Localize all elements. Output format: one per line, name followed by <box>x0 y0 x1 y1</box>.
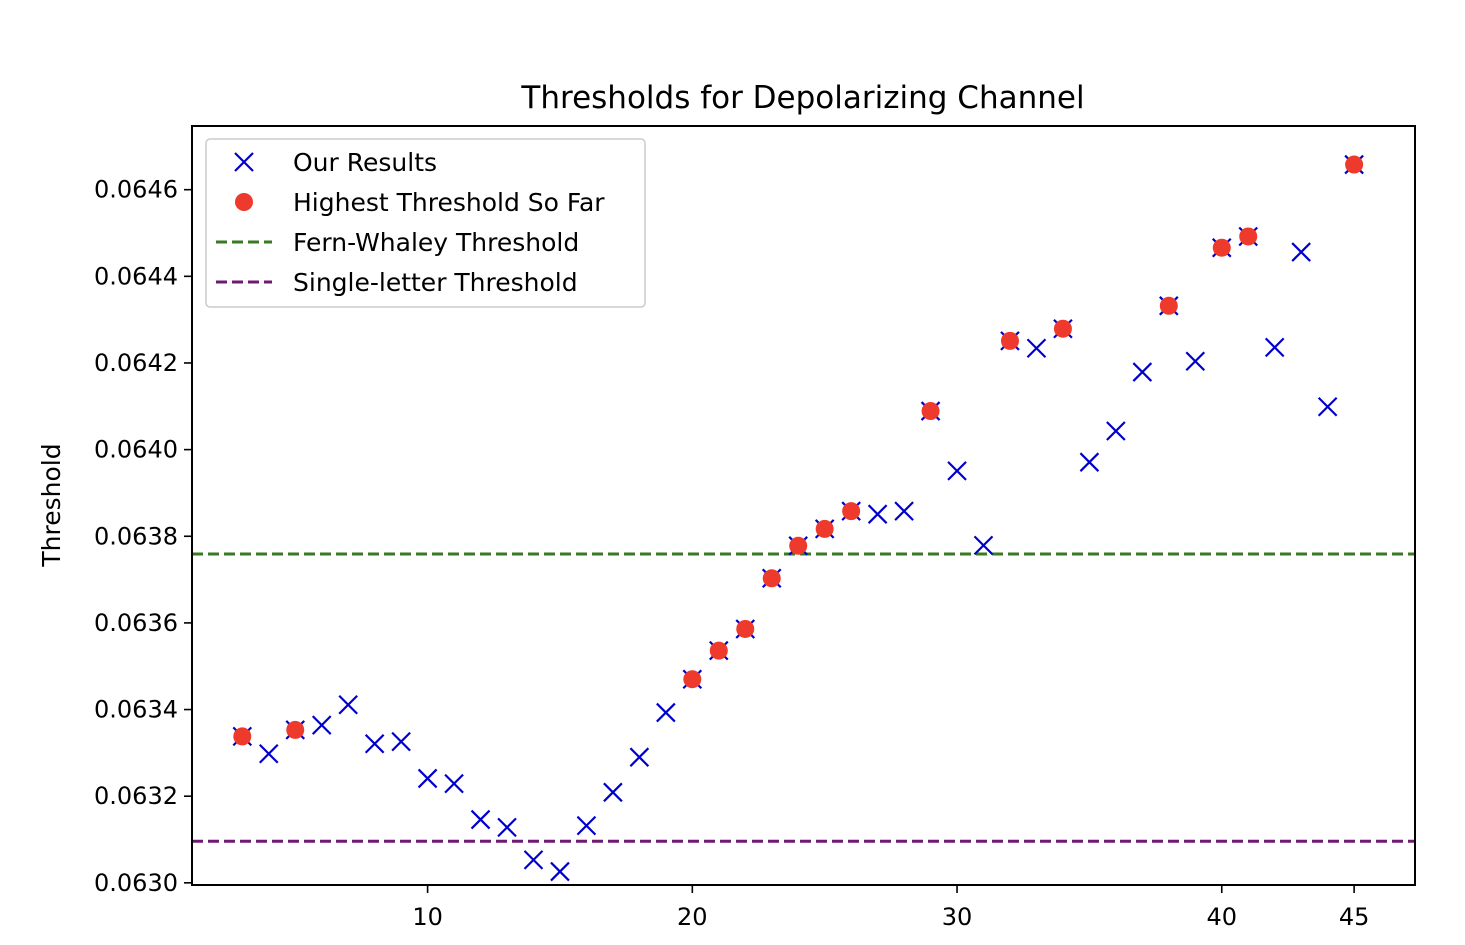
x-tick-label: 45 <box>1339 903 1370 931</box>
highest-threshold-point <box>921 402 940 421</box>
our-result-point <box>444 773 464 794</box>
our-result-point <box>1106 421 1126 441</box>
our-result-point <box>1026 338 1047 359</box>
axis-ticks: 10 20 30 40 45 0.0630 0.0632 0.0634 0.0636 0.0638… <box>94 176 1369 931</box>
highest-threshold-point <box>233 727 252 746</box>
our-result-point <box>576 815 597 836</box>
our-result-point <box>973 535 994 556</box>
highest-threshold-point <box>815 519 834 538</box>
x-tick-label: 20 <box>677 903 708 931</box>
y-tick-label: 0.0646 <box>94 176 178 204</box>
highest-threshold-point <box>1000 331 1019 350</box>
x-tick-label: 40 <box>1206 903 1237 931</box>
our-result-point <box>364 733 385 754</box>
highest-threshold-point <box>762 569 781 588</box>
y-tick-label: 0.0638 <box>94 522 178 550</box>
chart-title: Thresholds for Depolarizing Channel <box>520 80 1084 116</box>
legend-box <box>205 138 646 308</box>
our-result-point <box>258 743 279 764</box>
our-result-point <box>523 850 544 870</box>
y-tick-label: 0.0644 <box>94 262 178 290</box>
our-result-point <box>391 731 411 752</box>
data-markers <box>232 154 1364 882</box>
y-tick-label: 0.0636 <box>94 609 178 637</box>
our-result-point <box>867 504 888 524</box>
our-result-point <box>497 817 517 838</box>
our-result-point <box>947 461 967 481</box>
highest-threshold-point <box>1159 296 1178 315</box>
y-axis-label: Threshold <box>37 443 66 567</box>
highest-threshold-point <box>789 536 808 555</box>
highest-threshold-point <box>736 619 755 638</box>
y-tick-label: 0.0634 <box>94 696 178 724</box>
x-tick-label: 10 <box>412 903 443 931</box>
legend-marker-x <box>234 152 254 172</box>
highest-threshold-point <box>1345 155 1364 174</box>
our-result-point <box>311 715 332 735</box>
our-result-point <box>1291 242 1311 262</box>
highest-threshold-point <box>683 670 702 689</box>
legend-label: Single-letter Threshold <box>293 268 578 297</box>
our-result-point <box>629 747 650 767</box>
highest-threshold-point <box>1053 319 1072 338</box>
our-result-point <box>656 702 676 723</box>
highest-threshold-point <box>1239 227 1258 246</box>
y-tick-label: 0.0640 <box>94 436 178 464</box>
legend-label: Our Results <box>293 148 437 177</box>
highest-threshold-point <box>842 502 861 521</box>
our-result-point <box>1132 362 1153 382</box>
x-tick-label: 30 <box>942 903 973 931</box>
plot-frame <box>191 125 1416 886</box>
our-result-point <box>603 782 623 803</box>
y-tick-label: 0.0642 <box>94 349 178 377</box>
our-result-point <box>470 809 491 830</box>
our-result-point <box>1317 396 1338 417</box>
our-result-point <box>1185 351 1206 372</box>
legend-marker-circle <box>235 193 253 211</box>
our-result-point <box>1079 452 1100 472</box>
highest-threshold-point <box>1212 238 1231 257</box>
reference-lines <box>192 552 1415 843</box>
our-result-point <box>417 768 438 789</box>
highest-threshold-point <box>709 641 728 660</box>
legend: Our Results Highest Threshold So Far Fern-… <box>205 138 646 308</box>
y-tick-label: 0.0630 <box>94 869 178 897</box>
legend-label: Highest Threshold So Far <box>293 188 605 217</box>
y-tick-label: 0.0632 <box>94 782 178 810</box>
our-result-point <box>1264 337 1285 358</box>
our-result-point <box>550 861 570 882</box>
highest-threshold-point <box>286 720 305 739</box>
our-result-point <box>894 501 914 521</box>
legend-label: Fern-Whaley Threshold <box>293 228 579 257</box>
our-result-point <box>338 695 358 715</box>
